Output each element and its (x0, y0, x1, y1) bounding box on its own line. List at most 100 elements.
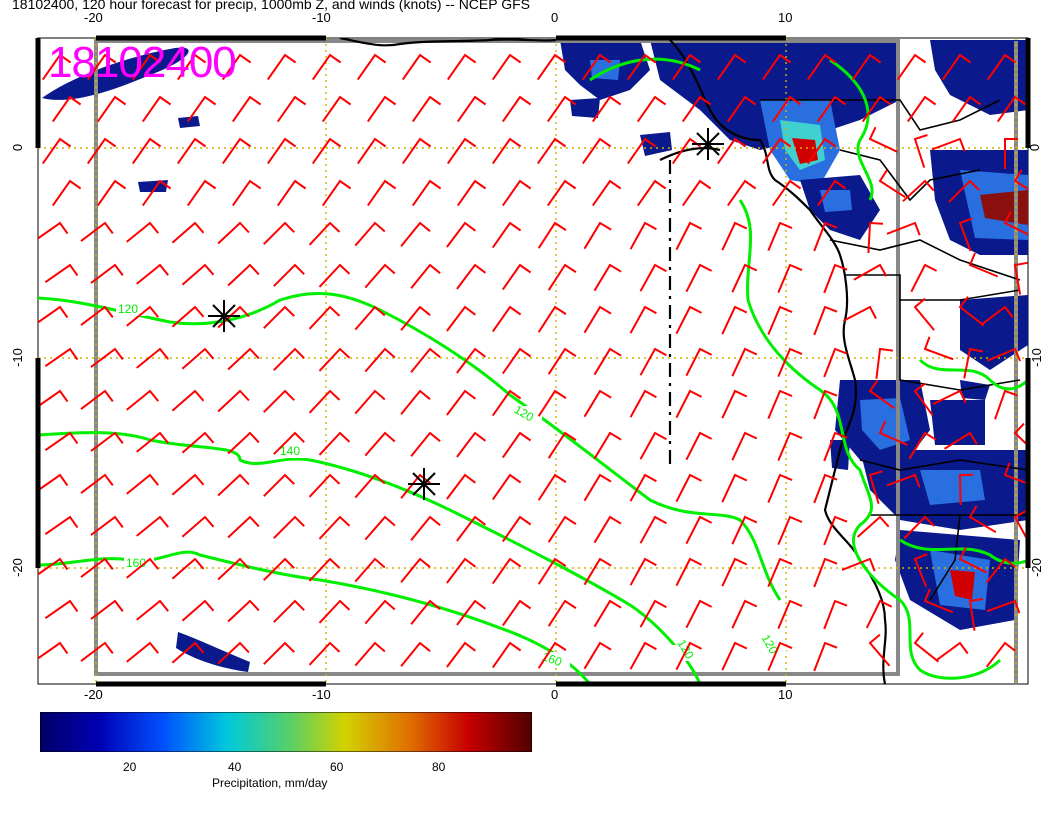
wind-barb (410, 515, 441, 541)
wind-barb (639, 599, 667, 628)
wind-barb (136, 515, 169, 537)
wind-barb (217, 221, 250, 245)
wind-barb (968, 598, 984, 631)
wind-barb (171, 557, 205, 580)
wind-barb (823, 431, 848, 462)
wind-barb (685, 515, 713, 545)
wind-barb (910, 263, 938, 293)
wind-barb (446, 305, 476, 332)
wind-barb (626, 53, 657, 81)
wind-barb (227, 347, 260, 371)
wind-barb (263, 389, 295, 413)
wind-barb (583, 305, 612, 334)
wind-barb (491, 221, 522, 249)
wind-barb (813, 641, 838, 672)
right-tick: -20 (1028, 558, 1044, 577)
wind-barb (410, 599, 441, 625)
wind-barb (629, 557, 657, 586)
wind-barb (581, 137, 612, 165)
wind-barb (227, 599, 260, 623)
wind-barb (366, 95, 397, 123)
wind-barb (186, 95, 217, 123)
wind-barb (276, 95, 307, 123)
wind-barb (38, 389, 69, 408)
wind-barb (456, 599, 486, 626)
wind-barb (777, 347, 803, 377)
wind-barb (273, 599, 305, 623)
wind-barb (273, 263, 305, 287)
wind-barb (547, 515, 577, 543)
wind-barb (675, 641, 703, 671)
wind-barb (456, 263, 486, 290)
wind-barb (410, 431, 441, 457)
wind-barb (813, 557, 838, 588)
wind-barb (1013, 261, 1028, 295)
wind-barb (181, 515, 215, 538)
wind-barb (171, 389, 205, 412)
wind-barb (923, 336, 954, 361)
wind-barb (777, 599, 803, 629)
wind-barb (501, 431, 532, 459)
wind-barb (639, 347, 667, 376)
wind-barb (354, 473, 386, 499)
wind-barb (86, 137, 117, 165)
wind-barb (186, 179, 217, 207)
wind-barb (90, 431, 124, 452)
wind-barb (1004, 138, 1018, 169)
wind-barb (761, 137, 792, 165)
wind-barb (446, 641, 476, 668)
wind-barb (639, 431, 667, 460)
wind-barb (44, 515, 79, 536)
wind-barb (311, 53, 342, 81)
wind-barb (685, 431, 713, 461)
wind-barb (639, 515, 667, 544)
wind-barb (308, 557, 341, 582)
wind-barb (906, 95, 937, 123)
wind-barb (593, 263, 622, 292)
wind-barb (886, 473, 921, 488)
wind-barb (958, 217, 973, 252)
wind-barb (994, 389, 1018, 420)
wind-barb (356, 53, 387, 81)
wind-barb (985, 557, 1016, 584)
wind-barb (401, 137, 432, 165)
wind-barb (813, 305, 838, 336)
colorbar-tick: 60 (330, 760, 344, 774)
bottom-tick: 10 (778, 687, 793, 702)
wind-barb (593, 431, 622, 460)
wind-barb (813, 473, 838, 504)
wind-barb (227, 515, 260, 539)
bottom-tick: 0 (551, 687, 559, 702)
bottom-tick: -10 (312, 687, 331, 702)
wind-barb (491, 473, 522, 501)
wind-barb (867, 221, 884, 254)
wind-barb (136, 263, 169, 285)
wind-barb (547, 431, 577, 459)
wind-barb (536, 137, 567, 165)
wind-barb (537, 473, 567, 501)
wind-barb (90, 599, 124, 620)
wind-barb (86, 53, 117, 81)
wind-barb (38, 641, 69, 660)
wind-barb (227, 263, 260, 287)
wind-barb (80, 557, 114, 578)
wind-barb (446, 53, 477, 81)
wind-barb (171, 305, 205, 328)
wind-barb (217, 389, 250, 413)
wind-barb (80, 641, 114, 662)
wind-barb (767, 557, 793, 587)
right-tick: 0 (1027, 143, 1043, 152)
wind-barb (675, 557, 703, 587)
wind-barb (217, 557, 250, 581)
wind-barb (141, 95, 172, 123)
wind-barb (823, 599, 848, 630)
wind-barb (1013, 509, 1028, 543)
wind-barb (446, 137, 477, 165)
wind-barb (491, 137, 522, 165)
wind-barb (537, 641, 567, 669)
time-stamp: 18102400 (48, 38, 237, 87)
wind-barb (761, 53, 792, 81)
wind-barb (308, 641, 341, 666)
wind-barb (721, 641, 748, 671)
wind-barb (51, 95, 82, 123)
